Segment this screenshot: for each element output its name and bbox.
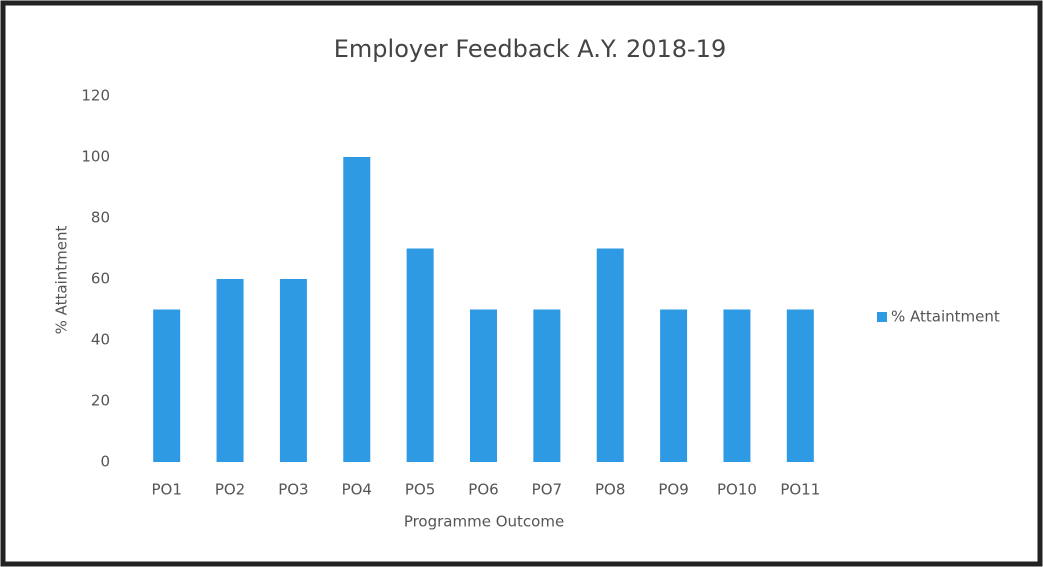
x-tick-label: PO10	[717, 481, 757, 499]
y-tick-label: 20	[91, 392, 110, 410]
y-tick-label: 100	[81, 148, 110, 166]
x-tick-label: PO3	[278, 481, 308, 499]
bar	[470, 309, 497, 462]
bar	[216, 279, 244, 462]
y-tick-label: 80	[91, 209, 110, 227]
bar	[406, 248, 434, 462]
y-tick-label: 0	[100, 453, 110, 471]
y-tick-label: 120	[81, 87, 110, 105]
y-tick-label: 60	[91, 270, 110, 288]
x-tick-label: PO8	[595, 481, 625, 499]
x-tick-label: PO4	[342, 481, 372, 499]
x-tick-label: PO1	[151, 481, 181, 499]
bar	[786, 309, 814, 462]
legend-label: % Attaintment	[891, 308, 1000, 326]
x-axis-label: Programme Outcome	[404, 513, 564, 531]
bar	[153, 309, 181, 462]
x-tick-label: PO2	[215, 481, 245, 499]
x-tick-label: PO11	[780, 481, 820, 499]
x-tick-label: PO9	[658, 481, 688, 499]
y-tick-label: 40	[91, 331, 110, 349]
x-tick-label: PO7	[532, 481, 562, 499]
bar	[723, 309, 751, 462]
bar	[279, 279, 307, 462]
legend-swatch	[877, 312, 887, 322]
x-tick-label: PO5	[405, 481, 435, 499]
bar	[533, 309, 561, 462]
y-axis-label: % Attaintment	[53, 226, 71, 335]
chart-title: Employer Feedback A.Y. 2018-19	[334, 35, 726, 63]
bar	[343, 157, 371, 462]
bar	[596, 248, 624, 462]
x-tick-label: PO6	[468, 481, 498, 499]
bar	[660, 309, 688, 462]
